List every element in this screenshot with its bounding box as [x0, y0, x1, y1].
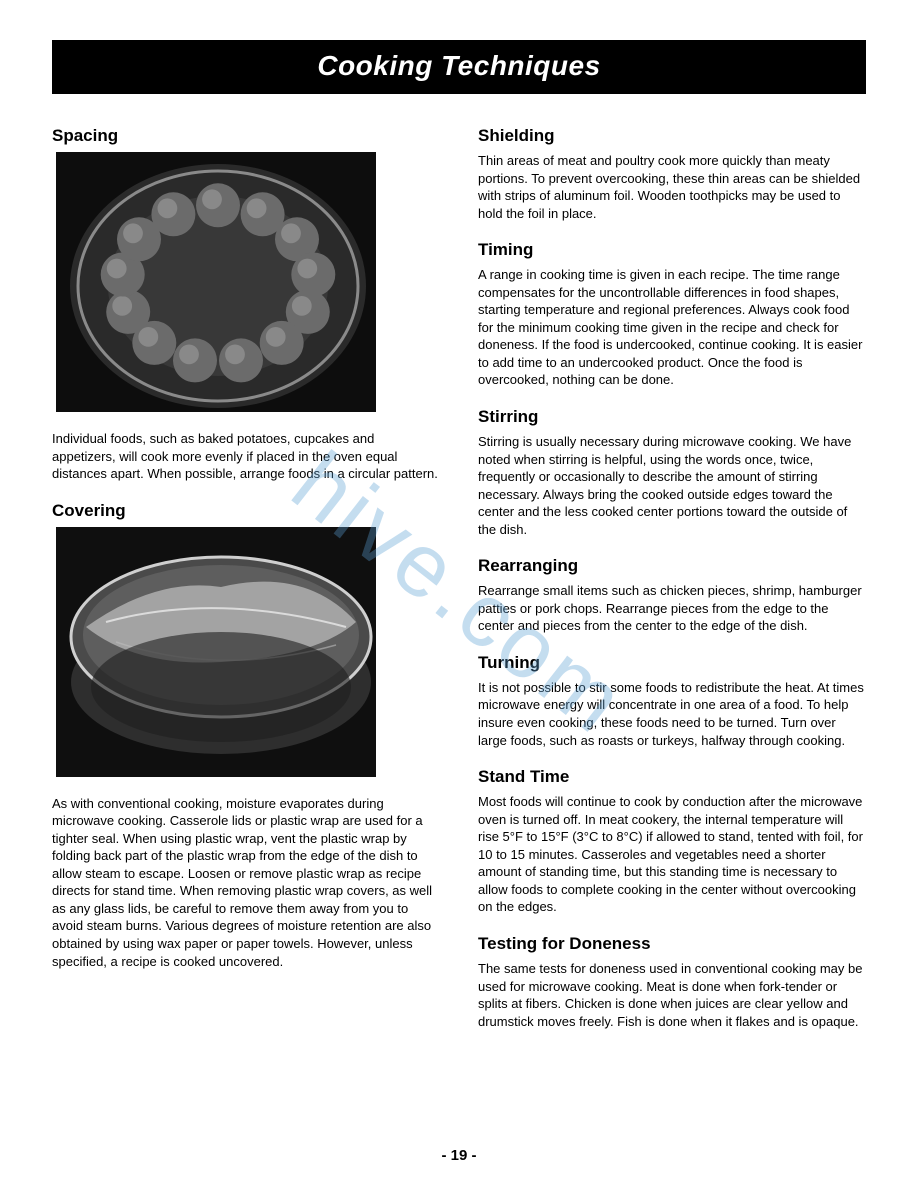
figure-covering: [56, 527, 376, 777]
heading-rearranging: Rearranging: [478, 556, 866, 576]
section-spacing: Spacing Individual foods, such as baked …: [52, 126, 440, 483]
section-covering: Covering As with conventional cooking, m…: [52, 501, 440, 970]
heading-covering: Covering: [52, 501, 440, 521]
left-column: Spacing Individual foods, such as baked …: [52, 126, 440, 1048]
section-shielding: Shielding Thin areas of meat and poultry…: [478, 126, 866, 222]
body-stirring: Stirring is usually necessary during mic…: [478, 433, 866, 538]
heading-timing: Timing: [478, 240, 866, 260]
body-stand-time: Most foods will continue to cook by cond…: [478, 793, 866, 916]
heading-stand-time: Stand Time: [478, 767, 866, 787]
caption-spacing: Individual foods, such as baked potatoes…: [52, 430, 440, 483]
two-column-layout: Spacing Individual foods, such as baked …: [52, 126, 866, 1048]
section-stirring: Stirring Stirring is usually necessary d…: [478, 407, 866, 538]
body-doneness: The same tests for doneness used in conv…: [478, 960, 866, 1030]
spacing-illustration: [56, 152, 376, 412]
right-column: Shielding Thin areas of meat and poultry…: [478, 126, 866, 1048]
body-timing: A range in cooking time is given in each…: [478, 266, 866, 389]
section-turning: Turning It is not possible to stir some …: [478, 653, 866, 749]
body-turning: It is not possible to stir some foods to…: [478, 679, 866, 749]
section-timing: Timing A range in cooking time is given …: [478, 240, 866, 389]
heading-doneness: Testing for Doneness: [478, 934, 866, 954]
body-rearranging: Rearrange small items such as chicken pi…: [478, 582, 866, 635]
page-title: Cooking Techniques: [317, 50, 600, 81]
section-rearranging: Rearranging Rearrange small items such a…: [478, 556, 866, 635]
figure-spacing: [56, 152, 376, 412]
page-title-banner: Cooking Techniques: [52, 40, 866, 94]
covering-illustration: [56, 527, 376, 777]
heading-spacing: Spacing: [52, 126, 440, 146]
section-stand-time: Stand Time Most foods will continue to c…: [478, 767, 866, 916]
heading-turning: Turning: [478, 653, 866, 673]
page-number: - 19 -: [0, 1147, 918, 1164]
caption-covering: As with conventional cooking, moisture e…: [52, 795, 440, 970]
section-doneness: Testing for Doneness The same tests for …: [478, 934, 866, 1030]
heading-shielding: Shielding: [478, 126, 866, 146]
heading-stirring: Stirring: [478, 407, 866, 427]
body-shielding: Thin areas of meat and poultry cook more…: [478, 152, 866, 222]
